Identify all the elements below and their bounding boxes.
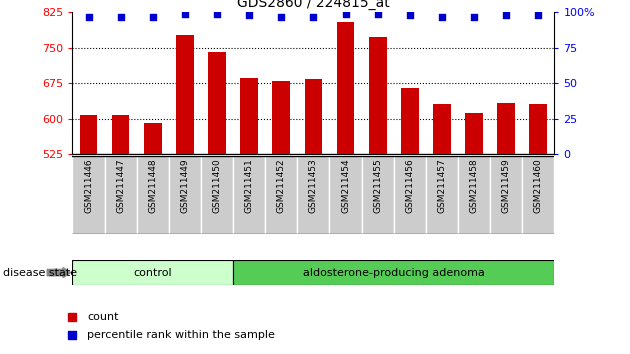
Point [340, 11, 350, 17]
Bar [137, 156, 169, 234]
Bar [401, 88, 419, 154]
Bar [426, 156, 458, 234]
Bar [233, 260, 554, 285]
Text: GSM211458: GSM211458 [469, 158, 479, 213]
Bar [72, 156, 105, 234]
Point [533, 12, 543, 18]
Point [244, 12, 254, 18]
Text: count: count [87, 312, 118, 322]
Text: GSM211459: GSM211459 [501, 158, 511, 213]
Text: GSM211455: GSM211455 [373, 158, 382, 213]
Point [116, 14, 126, 19]
Bar [272, 81, 290, 154]
Bar [465, 113, 483, 154]
Point [404, 12, 415, 18]
Point [501, 12, 511, 18]
Bar [176, 35, 194, 154]
Point [469, 14, 479, 19]
Bar [329, 156, 362, 234]
Bar [144, 123, 162, 154]
Point [83, 14, 94, 19]
Text: GSM211452: GSM211452 [277, 158, 286, 213]
Text: GSM211457: GSM211457 [437, 158, 447, 213]
Bar [208, 52, 226, 154]
Bar [112, 115, 130, 154]
Text: GSM211454: GSM211454 [341, 158, 350, 213]
Bar [490, 156, 522, 234]
Text: percentile rank within the sample: percentile rank within the sample [87, 330, 275, 341]
Bar [394, 156, 426, 234]
Text: disease state: disease state [3, 268, 77, 278]
Bar [105, 156, 137, 234]
Text: control: control [134, 268, 172, 278]
Bar [433, 104, 451, 154]
Bar [201, 156, 233, 234]
Bar [297, 156, 329, 234]
Text: GSM211446: GSM211446 [84, 158, 93, 213]
Bar [336, 22, 355, 154]
Text: aldosterone-producing adenoma: aldosterone-producing adenoma [303, 268, 484, 278]
Text: GSM211451: GSM211451 [244, 158, 254, 213]
Text: GSM211460: GSM211460 [534, 158, 543, 213]
Bar [79, 115, 98, 154]
Bar [240, 79, 258, 154]
Bar [458, 156, 490, 234]
Bar [265, 156, 297, 234]
Point [147, 14, 158, 19]
Text: GSM211449: GSM211449 [180, 158, 190, 213]
Text: GSM211456: GSM211456 [405, 158, 415, 213]
Bar [233, 156, 265, 234]
Text: GSM211450: GSM211450 [212, 158, 222, 213]
Text: GSM211448: GSM211448 [148, 158, 158, 213]
Point [180, 11, 190, 17]
Point [276, 14, 286, 19]
Point [212, 11, 222, 17]
Text: GSM211447: GSM211447 [116, 158, 125, 213]
Title: GDS2860 / 224815_at: GDS2860 / 224815_at [237, 0, 390, 10]
Point [437, 14, 447, 19]
Point [372, 11, 382, 17]
Bar [497, 103, 515, 154]
Bar [522, 156, 554, 234]
Bar [72, 260, 233, 285]
Bar [369, 37, 387, 154]
Bar [362, 156, 394, 234]
Bar [169, 156, 201, 234]
Bar [529, 104, 547, 154]
Text: GSM211453: GSM211453 [309, 158, 318, 213]
Bar [304, 79, 323, 154]
Point [308, 14, 318, 19]
